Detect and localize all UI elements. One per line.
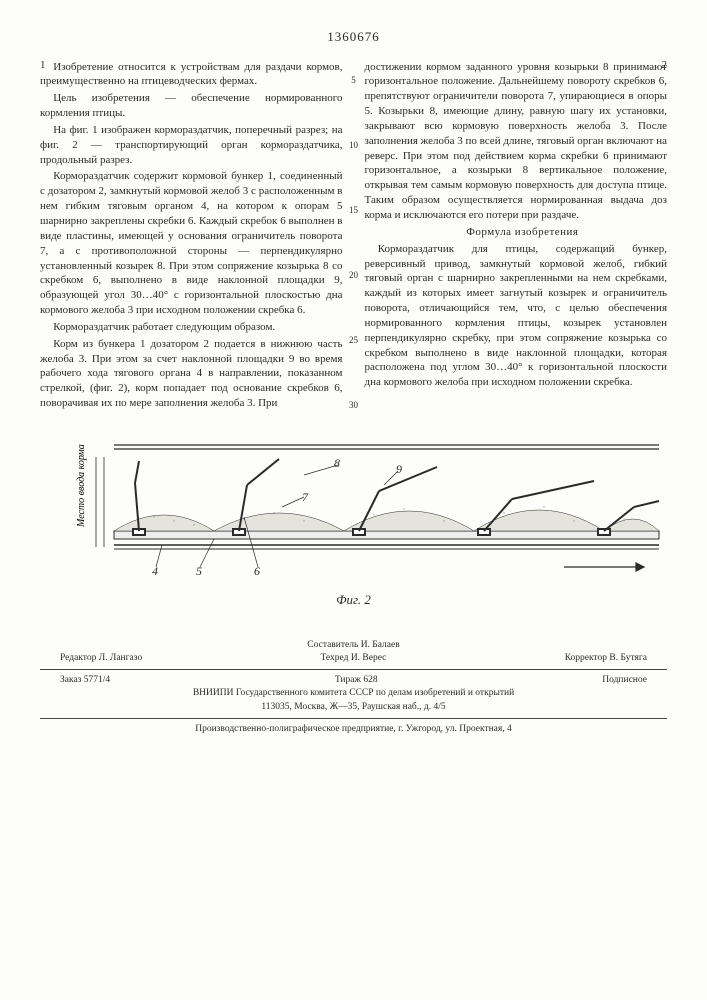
- fig-label-9: 9: [396, 462, 402, 476]
- para: Цель изобретения — обеспечение нормирова…: [40, 91, 343, 121]
- fig-label-8: 8: [334, 456, 340, 470]
- fig-label-6: 6: [254, 564, 260, 578]
- para: достижении кормом заданного уровня козыр…: [365, 60, 668, 223]
- techred: Техред И. Верес: [320, 652, 386, 665]
- fig-label-5: 5: [196, 564, 202, 578]
- page-num-right: 2: [662, 58, 668, 73]
- side-label: Место ввода корма: [76, 444, 87, 528]
- subscription: Подписное: [602, 674, 647, 687]
- document-number: 1360676: [40, 28, 667, 46]
- order: Заказ 5771/4: [60, 674, 110, 687]
- figure-caption: Фиг. 2: [40, 591, 667, 609]
- para: Кормораздатчик содержит кормовой бункер …: [40, 169, 343, 317]
- para: Корм из бункера 1 дозатором 2 подается в…: [40, 337, 343, 411]
- para: На фиг. 1 изображен кормораздатчик, попе…: [40, 123, 343, 168]
- footer: Составитель И. Балаев Редактор Л. Лангаз…: [40, 639, 667, 737]
- claim: Кормораздатчик для птицы, содержащий бун…: [365, 242, 668, 390]
- editor: Редактор Л. Лангазо: [60, 652, 142, 665]
- para: Кормораздатчик работает следующим образо…: [40, 320, 343, 335]
- line-numbers: 5 10 15 20 25 30: [345, 76, 363, 466]
- printer: Производственно-полиграфическое предприя…: [40, 723, 667, 736]
- formula-title: Формула изобретения: [365, 225, 668, 240]
- org: ВНИИПИ Государственного комитета СССР по…: [40, 687, 667, 700]
- corrector: Корректор В. Бутяга: [565, 652, 647, 665]
- address: 113035, Москва, Ж—35, Раушская наб., д. …: [40, 701, 667, 714]
- circulation: Тираж 628: [335, 674, 378, 687]
- page-markers: 1 2: [40, 58, 667, 73]
- page-num-left: 1: [40, 58, 46, 73]
- compiler: Составитель И. Балаев: [40, 639, 667, 652]
- fig-label-7: 7: [302, 490, 309, 504]
- fig-label-4: 4: [152, 564, 158, 578]
